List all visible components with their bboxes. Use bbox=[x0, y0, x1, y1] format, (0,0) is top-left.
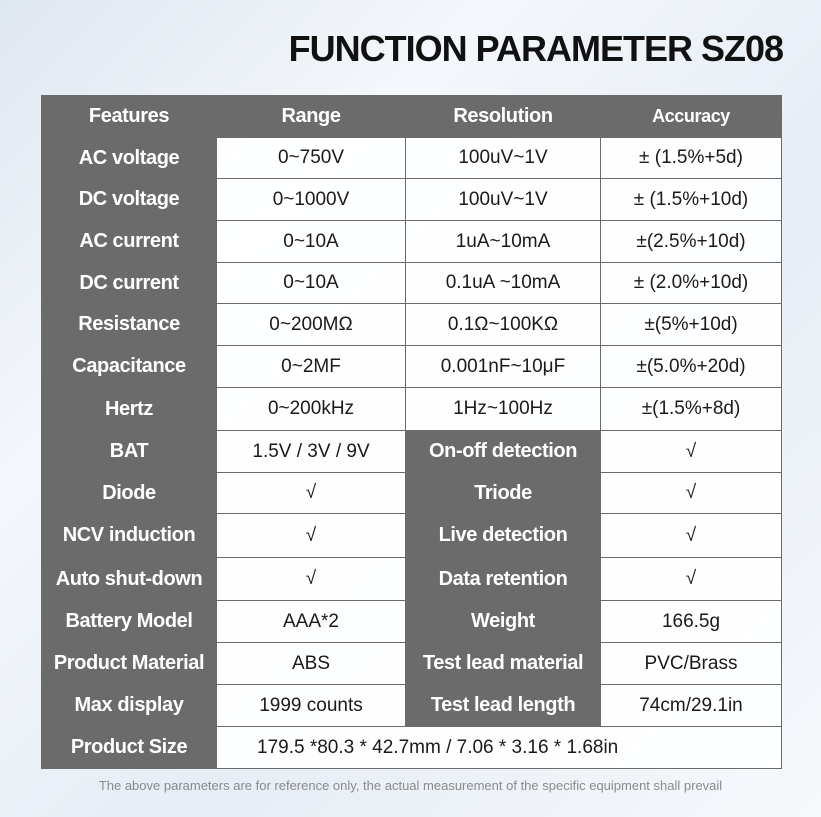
resolution-cell: 0.1uA ~10mA bbox=[405, 262, 601, 304]
feature-cell: Data retention bbox=[405, 557, 601, 601]
table-row: Product Material ABS Test lead material … bbox=[41, 642, 782, 685]
accuracy-cell: ± (2.0%+10d) bbox=[600, 262, 782, 304]
value-cell: √ bbox=[216, 557, 406, 601]
feature-cell: Product Size bbox=[41, 726, 217, 769]
feature-cell: BAT bbox=[41, 430, 217, 473]
header-resolution: Resolution bbox=[405, 95, 601, 138]
spec-table: Features Range Resolution Accuracy AC vo… bbox=[41, 95, 782, 769]
table-row: Hertz 0~200kHz 1Hz~100Hz ±(1.5%+8d) bbox=[41, 387, 782, 431]
table-row: Auto shut-down √ Data retention √ bbox=[41, 557, 782, 601]
value-cell: √ bbox=[600, 513, 782, 558]
value-cell: 166.5g bbox=[600, 600, 782, 643]
accuracy-cell: ± (1.5%+5d) bbox=[600, 137, 782, 179]
value-cell: ABS bbox=[216, 642, 406, 685]
range-cell: 0~10A bbox=[216, 220, 406, 263]
feature-cell: DC current bbox=[41, 262, 217, 304]
feature-cell: Live detection bbox=[405, 513, 601, 558]
header-accuracy: Accuracy bbox=[600, 95, 782, 138]
table-row: NCV induction √ Live detection √ bbox=[41, 513, 782, 558]
feature-cell: Test lead material bbox=[405, 642, 601, 685]
table-row: Capacitance 0~2MF 0.001nF~10μF ±(5.0%+20… bbox=[41, 345, 782, 388]
table-row: Diode √ Triode √ bbox=[41, 472, 782, 514]
accuracy-cell: ± (1.5%+10d) bbox=[600, 178, 782, 221]
table-row: Resistance 0~200MΩ 0.1Ω~100KΩ ±(5%+10d) bbox=[41, 303, 782, 346]
feature-cell: Capacitance bbox=[41, 345, 217, 388]
resolution-cell: 100uV~1V bbox=[405, 178, 601, 221]
value-cell: AAA*2 bbox=[216, 600, 406, 643]
table-row: DC current 0~10A 0.1uA ~10mA ± (2.0%+10d… bbox=[41, 262, 782, 304]
feature-cell: On-off detection bbox=[405, 430, 601, 473]
table-row-product-size: Product Size 179.5 *80.3 * 42.7mm / 7.06… bbox=[41, 726, 782, 769]
feature-cell: Diode bbox=[41, 472, 217, 514]
feature-cell: Hertz bbox=[41, 387, 217, 431]
header-range: Range bbox=[216, 95, 406, 138]
table-row: Battery Model AAA*2 Weight 166.5g bbox=[41, 600, 782, 643]
resolution-cell: 0.1Ω~100KΩ bbox=[405, 303, 601, 346]
feature-cell: NCV induction bbox=[41, 513, 217, 558]
value-cell: √ bbox=[600, 557, 782, 601]
header-features: Features bbox=[41, 95, 217, 138]
accuracy-cell: ±(1.5%+8d) bbox=[600, 387, 782, 431]
value-cell: 1999 counts bbox=[216, 684, 406, 727]
table-row: AC voltage 0~750V 100uV~1V ± (1.5%+5d) bbox=[41, 137, 782, 179]
page-title: FUNCTION PARAMETER SZ08 bbox=[288, 28, 784, 69]
value-cell: √ bbox=[600, 430, 782, 473]
feature-cell: DC voltage bbox=[41, 178, 217, 221]
feature-cell: Battery Model bbox=[41, 600, 217, 643]
feature-cell: AC voltage bbox=[41, 137, 217, 179]
feature-cell: Product Material bbox=[41, 642, 217, 685]
feature-cell: Triode bbox=[405, 472, 601, 514]
accuracy-cell: ±(2.5%+10d) bbox=[600, 220, 782, 263]
range-cell: 0~750V bbox=[216, 137, 406, 179]
value-cell: √ bbox=[216, 513, 406, 558]
range-cell: 0~10A bbox=[216, 262, 406, 304]
feature-cell: Weight bbox=[405, 600, 601, 643]
feature-cell: AC current bbox=[41, 220, 217, 263]
value-cell: PVC/Brass bbox=[600, 642, 782, 685]
feature-cell: Resistance bbox=[41, 303, 217, 346]
value-cell: √ bbox=[216, 472, 406, 514]
resolution-cell: 1Hz~100Hz bbox=[405, 387, 601, 431]
accuracy-cell: ±(5.0%+20d) bbox=[600, 345, 782, 388]
range-cell: 0~200MΩ bbox=[216, 303, 406, 346]
range-cell: 0~200kHz bbox=[216, 387, 406, 431]
range-cell: 0~1000V bbox=[216, 178, 406, 221]
table-row: DC voltage 0~1000V 100uV~1V ± (1.5%+10d) bbox=[41, 178, 782, 221]
product-size-value: 179.5 *80.3 * 42.7mm / 7.06 * 3.16 * 1.6… bbox=[216, 726, 782, 769]
value-cell: 1.5V / 3V / 9V bbox=[216, 430, 406, 473]
resolution-cell: 0.001nF~10μF bbox=[405, 345, 601, 388]
feature-cell: Max display bbox=[41, 684, 217, 727]
feature-cell: Auto shut-down bbox=[41, 557, 217, 601]
resolution-cell: 1uA~10mA bbox=[405, 220, 601, 263]
value-cell: √ bbox=[600, 472, 782, 514]
value-cell: 74cm/29.1in bbox=[600, 684, 782, 727]
table-header-row: Features Range Resolution Accuracy bbox=[41, 95, 782, 138]
accuracy-cell: ±(5%+10d) bbox=[600, 303, 782, 346]
range-cell: 0~2MF bbox=[216, 345, 406, 388]
table-row: BAT 1.5V / 3V / 9V On-off detection √ bbox=[41, 430, 782, 473]
disclaimer-text: The above parameters are for reference o… bbox=[98, 778, 723, 793]
resolution-cell: 100uV~1V bbox=[405, 137, 601, 179]
table-row: Max display 1999 counts Test lead length… bbox=[41, 684, 782, 727]
table-row: AC current 0~10A 1uA~10mA ±(2.5%+10d) bbox=[41, 220, 782, 263]
feature-cell: Test lead length bbox=[405, 684, 601, 727]
